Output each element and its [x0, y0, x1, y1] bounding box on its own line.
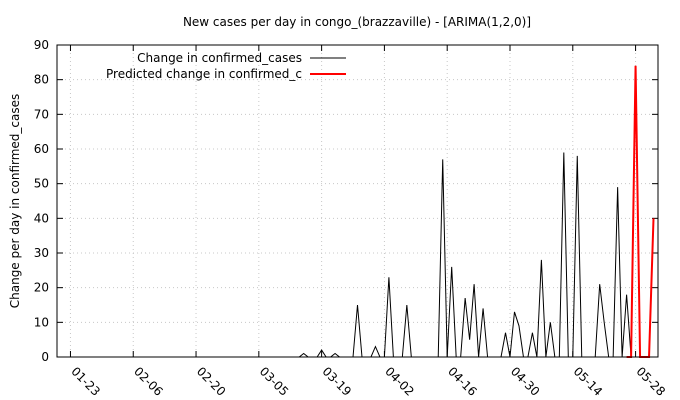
y-tick-label: 30 [34, 246, 49, 260]
x-tick-label: 04-16 [445, 364, 480, 399]
legend-label-confirmed: Change in confirmed_cases [137, 51, 302, 65]
y-tick-label: 80 [34, 73, 49, 87]
series-line-confirmed [65, 152, 632, 358]
legend-label-predicted: Predicted change in confirmed_c [106, 67, 302, 81]
plot-frame [56, 44, 659, 358]
x-tick-label: 04-02 [382, 364, 417, 399]
y-tick-label: 70 [34, 107, 49, 121]
y-tick-label: 50 [34, 177, 49, 191]
x-tick-label: 05-28 [633, 364, 668, 399]
y-tick-label: 90 [34, 38, 49, 52]
x-tick-label: 02-06 [131, 364, 166, 399]
x-tick-label: 05-14 [571, 364, 606, 399]
legend: Change in confirmed_cases Predicted chan… [106, 51, 346, 81]
y-tick-label: 0 [41, 350, 49, 364]
y-tick-label: 20 [34, 281, 49, 295]
y-tick-label: 60 [34, 142, 49, 156]
x-tick-label: 01-23 [68, 364, 103, 399]
y-tick-label: 10 [34, 315, 49, 329]
y-tick-label: 40 [34, 211, 49, 225]
x-tick-label: 04-30 [508, 364, 543, 399]
x-tick-label: 02-20 [194, 364, 229, 399]
x-tick-label: 03-19 [319, 364, 354, 399]
x-tick-label: 03-05 [257, 364, 292, 399]
y-axis-label: Change per day in confirmed_cases [8, 94, 22, 309]
series-lines [65, 65, 655, 358]
series-line-predicted [626, 65, 655, 358]
grid [57, 45, 658, 357]
chart-title: New cases per day in congo_(brazzaville)… [183, 15, 531, 29]
